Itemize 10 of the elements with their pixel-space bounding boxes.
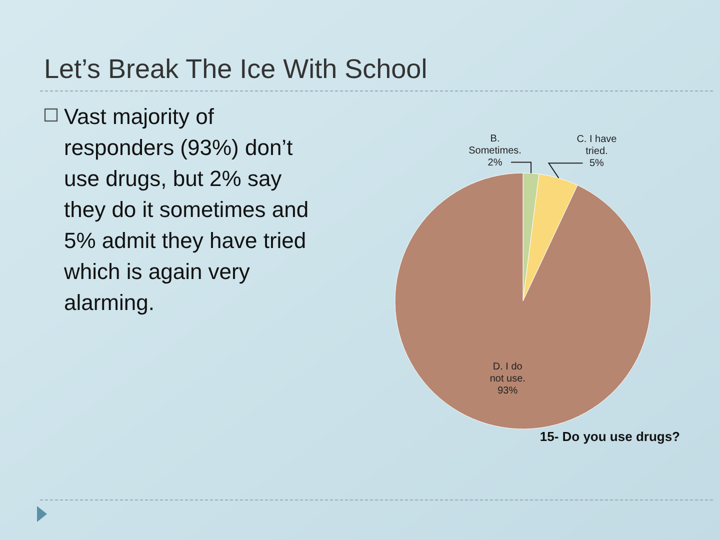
slice-label: C. I have tried. (576, 134, 618, 158)
slice-label: B. Sometimes. (468, 133, 522, 156)
data-label: 2% (488, 157, 502, 168)
slice-label: D. I do not use. (490, 362, 526, 385)
text: Vast majority of responders (93%) don’t use drugs, but 2% say they do it sometimes and 5% admit they have tried which is again very alarming. (63, 104, 309, 315)
chart-title: Let’s Break The Ice With School (44, 54, 428, 84)
text: 15- Do you use drugs? (540, 429, 680, 444)
data-label: 5% (589, 158, 604, 170)
data-label: 93% (498, 386, 518, 397)
pie-slice (394, 172, 652, 430)
